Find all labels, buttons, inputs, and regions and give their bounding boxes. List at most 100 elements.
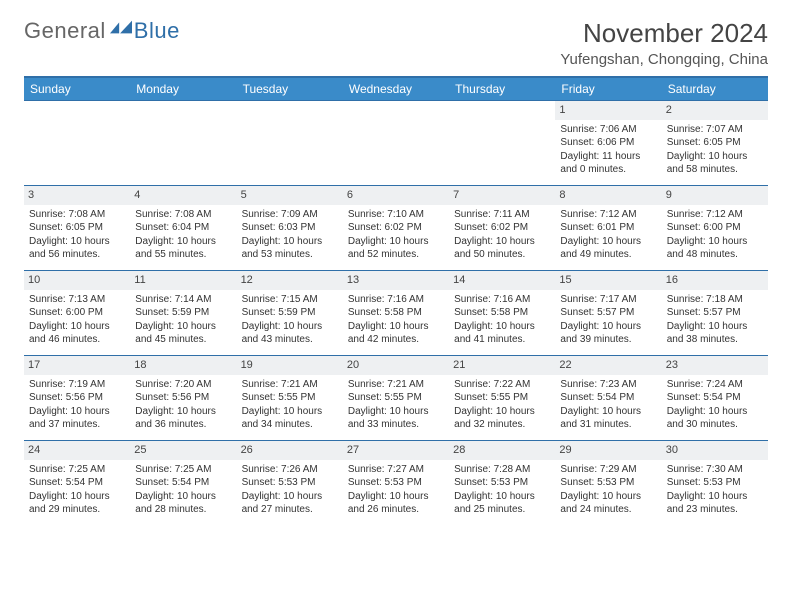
calendar-week: 17Sunrise: 7:19 AMSunset: 5:56 PMDayligh… bbox=[24, 355, 768, 440]
day-number: 25 bbox=[130, 441, 236, 460]
sunrise-text: Sunrise: 7:16 AM bbox=[454, 293, 550, 307]
sunrise-text: Sunrise: 7:06 AM bbox=[560, 123, 656, 137]
day-number: 16 bbox=[662, 271, 768, 290]
sunset-text: Sunset: 6:05 PM bbox=[667, 136, 763, 150]
sunset-text: Sunset: 6:04 PM bbox=[135, 221, 231, 235]
weekday-header: Wednesday bbox=[343, 78, 449, 100]
calendar-day: 26Sunrise: 7:26 AMSunset: 5:53 PMDayligh… bbox=[237, 441, 343, 525]
sunset-text: Sunset: 5:59 PM bbox=[242, 306, 338, 320]
sunrise-text: Sunrise: 7:21 AM bbox=[242, 378, 338, 392]
sunset-text: Sunset: 6:05 PM bbox=[29, 221, 125, 235]
sunrise-text: Sunrise: 7:14 AM bbox=[135, 293, 231, 307]
day-number: 24 bbox=[24, 441, 130, 460]
sunset-text: Sunset: 5:56 PM bbox=[29, 391, 125, 405]
daylight-text: Daylight: 10 hours and 58 minutes. bbox=[667, 150, 763, 177]
sunrise-text: Sunrise: 7:29 AM bbox=[560, 463, 656, 477]
daylight-text: Daylight: 10 hours and 48 minutes. bbox=[667, 235, 763, 262]
location-subtitle: Yufengshan, Chongqing, China bbox=[560, 51, 768, 68]
calendar-day: 11Sunrise: 7:14 AMSunset: 5:59 PMDayligh… bbox=[130, 271, 236, 355]
calendar-week: 3Sunrise: 7:08 AMSunset: 6:05 PMDaylight… bbox=[24, 185, 768, 270]
calendar-day: 9Sunrise: 7:12 AMSunset: 6:00 PMDaylight… bbox=[662, 186, 768, 270]
calendar-day: 19 Sunrise: 7:21 AMSunset: 5:55 PMDayligh… bbox=[237, 356, 343, 440]
calendar-day: 12Sunrise: 7:15 AMSunset: 5:59 PMDayligh… bbox=[237, 271, 343, 355]
daylight-text: Daylight: 10 hours and 53 minutes. bbox=[242, 235, 338, 262]
calendar-day: 23Sunrise: 7:24 AMSunset: 5:54 PMDayligh… bbox=[662, 356, 768, 440]
calendar-day: . bbox=[343, 101, 449, 185]
day-number: 27 bbox=[343, 441, 449, 460]
calendar-day: 13Sunrise: 7:16 AMSunset: 5:58 PMDayligh… bbox=[343, 271, 449, 355]
sunrise-text: Sunrise: 7:13 AM bbox=[29, 293, 125, 307]
sunrise-text: Sunrise: 7:22 AM bbox=[454, 378, 550, 392]
calendar-day: . bbox=[237, 101, 343, 185]
weekday-header: Saturday bbox=[662, 78, 768, 100]
day-number: 18 bbox=[130, 356, 236, 375]
sunset-text: Sunset: 5:54 PM bbox=[667, 391, 763, 405]
sunset-text: Sunset: 5:55 PM bbox=[242, 391, 338, 405]
daylight-text: Daylight: 10 hours and 32 minutes. bbox=[454, 405, 550, 432]
sunset-text: Sunset: 5:53 PM bbox=[667, 476, 763, 490]
daylight-text: Daylight: 10 hours and 49 minutes. bbox=[560, 235, 656, 262]
calendar-day: 20Sunrise: 7:21 AMSunset: 5:55 PMDayligh… bbox=[343, 356, 449, 440]
calendar-week: 10 Sunrise: 7:13 AMSunset: 6:00 PM Dayligh… bbox=[24, 270, 768, 355]
sunrise-text: Sunrise: 7:10 AM bbox=[348, 208, 444, 222]
brand-logo: General Blue bbox=[24, 18, 180, 44]
sunset-text: Sunset: 5:53 PM bbox=[454, 476, 550, 490]
day-number: 6 bbox=[343, 186, 449, 205]
daylight-text: Daylight: 11 hours and 0 minutes. bbox=[560, 150, 656, 177]
daylight-text: Daylight: 10 hours and 39 minutes. bbox=[560, 320, 656, 347]
sunset-text: Sunset: 5:54 PM bbox=[135, 476, 231, 490]
daylight-text: Daylight: 10 hours and 26 minutes. bbox=[348, 490, 444, 517]
sunset-text: Sunset: 6:00 PM bbox=[29, 306, 125, 320]
weekday-header: Friday bbox=[555, 78, 661, 100]
daylight-text: Daylight: 10 hours and 45 minutes. bbox=[135, 320, 231, 347]
day-number: 10 bbox=[24, 271, 130, 290]
sunset-text: Sunset: 5:53 PM bbox=[348, 476, 444, 490]
calendar-day: 24Sunrise: 7:25 AMSunset: 5:54 PMDayligh… bbox=[24, 441, 130, 525]
daylight-text: Daylight: 10 hours and 27 minutes. bbox=[242, 490, 338, 517]
brand-text-blue: Blue bbox=[134, 18, 180, 44]
daylight-text: Daylight: 10 hours and 34 minutes. bbox=[242, 405, 338, 432]
calendar-day: 17Sunrise: 7:19 AMSunset: 5:56 PMDayligh… bbox=[24, 356, 130, 440]
day-number: 1 bbox=[555, 101, 661, 120]
day-number: 2 bbox=[662, 101, 768, 120]
sunset-text: Sunset: 5:54 PM bbox=[560, 391, 656, 405]
sunrise-text: Sunrise: 7:24 AM bbox=[667, 378, 763, 392]
sunrise-text: Sunrise: 7:25 AM bbox=[29, 463, 125, 477]
daylight-text: Daylight: 10 hours and 31 minutes. bbox=[560, 405, 656, 432]
calendar-day: 29Sunrise: 7:29 AMSunset: 5:53 PMDayligh… bbox=[555, 441, 661, 525]
calendar-day: 28Sunrise: 7:28 AMSunset: 5:53 PMDayligh… bbox=[449, 441, 555, 525]
calendar-day: 10Sunrise: 7:13 AMSunset: 6:00 PMDayligh… bbox=[24, 271, 130, 355]
sunrise-text: Sunrise: 7:28 AM bbox=[454, 463, 550, 477]
sunrise-text: Sunrise: 7:12 AM bbox=[667, 208, 763, 222]
calendar-day: 2Sunrise: 7:07 AMSunset: 6:05 PMDaylight… bbox=[662, 101, 768, 185]
sunrise-text: Sunrise: 7:15 AM bbox=[242, 293, 338, 307]
daylight-text: Daylight: 10 hours and 55 minutes. bbox=[135, 235, 231, 262]
day-number: 19 bbox=[237, 356, 343, 375]
calendar-day: 14Sunrise: 7:16 AMSunset: 5:58 PMDayligh… bbox=[449, 271, 555, 355]
daylight-text: Daylight: 10 hours and 28 minutes. bbox=[135, 490, 231, 517]
day-number: 14 bbox=[449, 271, 555, 290]
day-number: 30 bbox=[662, 441, 768, 460]
daylight-text: Daylight: 10 hours and 33 minutes. bbox=[348, 405, 444, 432]
calendar-day: 15Sunrise: 7:17 AMSunset: 5:57 PMDayligh… bbox=[555, 271, 661, 355]
calendar-day: 5Sunrise: 7:09 AMSunset: 6:03 PMDaylight… bbox=[237, 186, 343, 270]
weekday-header: Sunday bbox=[24, 78, 130, 100]
calendar-day: 1Sunrise: 7:06 AMSunset: 6:06 PMDaylight… bbox=[555, 101, 661, 185]
sunrise-text: Sunrise: 7:27 AM bbox=[348, 463, 444, 477]
calendar-day: . bbox=[24, 101, 130, 185]
sunrise-text: Sunrise: 7:25 AM bbox=[135, 463, 231, 477]
day-number: 12 bbox=[237, 271, 343, 290]
sunrise-text: Sunrise: 7:20 AM bbox=[135, 378, 231, 392]
sunset-text: Sunset: 5:55 PM bbox=[348, 391, 444, 405]
sunrise-text: Sunrise: 7:30 AM bbox=[667, 463, 763, 477]
day-number: 13 bbox=[343, 271, 449, 290]
header: General Blue November 2024 Yufengshan, C… bbox=[24, 18, 768, 68]
sunrise-text: Sunrise: 7:08 AM bbox=[135, 208, 231, 222]
calendar-day: 27 Sunrise: 7:27 AMSunset: 5:53 PMDayligh… bbox=[343, 441, 449, 525]
day-number: 28 bbox=[449, 441, 555, 460]
day-number: 9 bbox=[662, 186, 768, 205]
day-number: 22 bbox=[555, 356, 661, 375]
daylight-text: Daylight: 10 hours and 30 minutes. bbox=[667, 405, 763, 432]
sunrise-text: Sunrise: 7:19 AM bbox=[29, 378, 125, 392]
sunrise-text: Sunrise: 7:23 AM bbox=[560, 378, 656, 392]
